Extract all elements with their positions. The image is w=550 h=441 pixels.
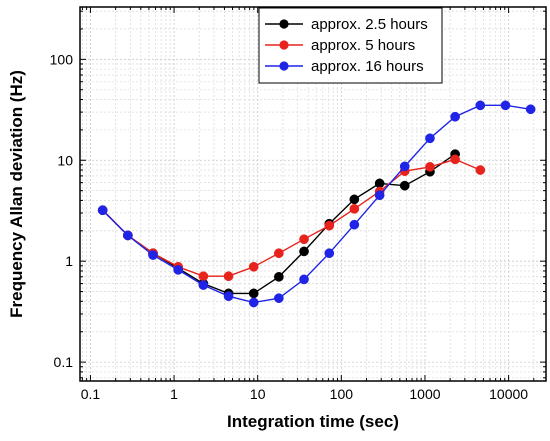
data-point-approx-5-hours xyxy=(198,271,209,282)
legend-label: approx. 16 hours xyxy=(311,58,424,75)
data-point-approx-5-hours xyxy=(425,162,435,172)
data-point-approx-5-hours xyxy=(248,261,259,272)
legend: approx. 2.5 hours approx. 5 hours approx. … xyxy=(258,7,443,84)
y-axis-title: Frequency Allan deviation (Hz) xyxy=(7,70,26,318)
data-point-approx-2-5-hours xyxy=(274,271,284,282)
y-tick-label: 0.1 xyxy=(54,354,74,370)
x-tick-label: 100 xyxy=(330,386,354,402)
data-point-approx-16-hours xyxy=(500,100,511,111)
data-point-approx-16-hours xyxy=(274,293,284,304)
x-tick-label: 1 xyxy=(170,386,178,402)
data-point-approx-2-5-hours xyxy=(299,246,309,257)
data-point-approx-5-hours xyxy=(349,204,360,214)
data-point-approx-16-hours xyxy=(148,250,158,260)
data-point-approx-16-hours xyxy=(198,280,209,290)
legend-marker xyxy=(279,19,289,29)
data-point-approx-16-hours xyxy=(248,297,259,308)
data-point-approx-16-hours xyxy=(475,100,486,111)
y-tick-label: 10 xyxy=(57,152,73,168)
data-point-approx-5-hours xyxy=(324,220,335,231)
data-point-approx-2-5-hours xyxy=(399,180,410,191)
y-tick-label: 100 xyxy=(50,51,74,67)
series-line-approx-5-hours xyxy=(102,158,481,277)
data-point-approx-16-hours xyxy=(324,248,335,259)
series-layer xyxy=(97,100,536,308)
data-point-approx-16-hours xyxy=(399,161,410,172)
data-point-approx-16-hours xyxy=(299,274,309,285)
data-point-approx-16-hours xyxy=(122,230,133,241)
legend-label: approx. 5 hours xyxy=(311,37,415,54)
legend-marker xyxy=(279,61,289,71)
data-point-approx-16-hours xyxy=(374,190,385,201)
data-point-approx-5-hours xyxy=(450,154,460,165)
y-tick-label: 1 xyxy=(65,253,73,269)
data-point-approx-16-hours xyxy=(173,265,184,275)
data-point-approx-5-hours xyxy=(274,248,284,259)
data-point-approx-5-hours xyxy=(299,234,309,245)
series-line-approx-16-hours xyxy=(102,104,531,304)
data-point-approx-16-hours xyxy=(425,133,435,144)
series-approx-16-hours xyxy=(97,100,536,308)
tick-layer: 0.1 1 10 100 1000 10000 0.1 1 10 100 xyxy=(50,7,546,402)
x-axis-title: Integration time (sec) xyxy=(227,412,399,431)
grid-layer xyxy=(80,7,546,381)
data-point-approx-5-hours xyxy=(223,271,234,282)
data-point-approx-16-hours xyxy=(97,205,108,216)
plot-frame xyxy=(79,6,547,382)
data-point-approx-2-5-hours xyxy=(349,194,360,205)
data-point-approx-16-hours xyxy=(223,291,234,302)
x-tick-label: 1000 xyxy=(409,386,440,402)
data-point-approx-16-hours xyxy=(450,111,460,122)
x-tick-label: 10000 xyxy=(489,386,528,402)
data-point-approx-16-hours xyxy=(349,219,360,230)
x-tick-label: 10 xyxy=(250,386,266,402)
legend-label: approx. 2.5 hours xyxy=(311,16,428,33)
legend-marker xyxy=(279,40,289,50)
data-point-approx-5-hours xyxy=(475,165,486,175)
data-point-approx-2-5-hours xyxy=(374,178,385,189)
x-tick-label: 0.1 xyxy=(81,386,101,402)
data-point-approx-16-hours xyxy=(525,104,536,115)
data-point-approx-2-5-hours xyxy=(248,288,259,299)
